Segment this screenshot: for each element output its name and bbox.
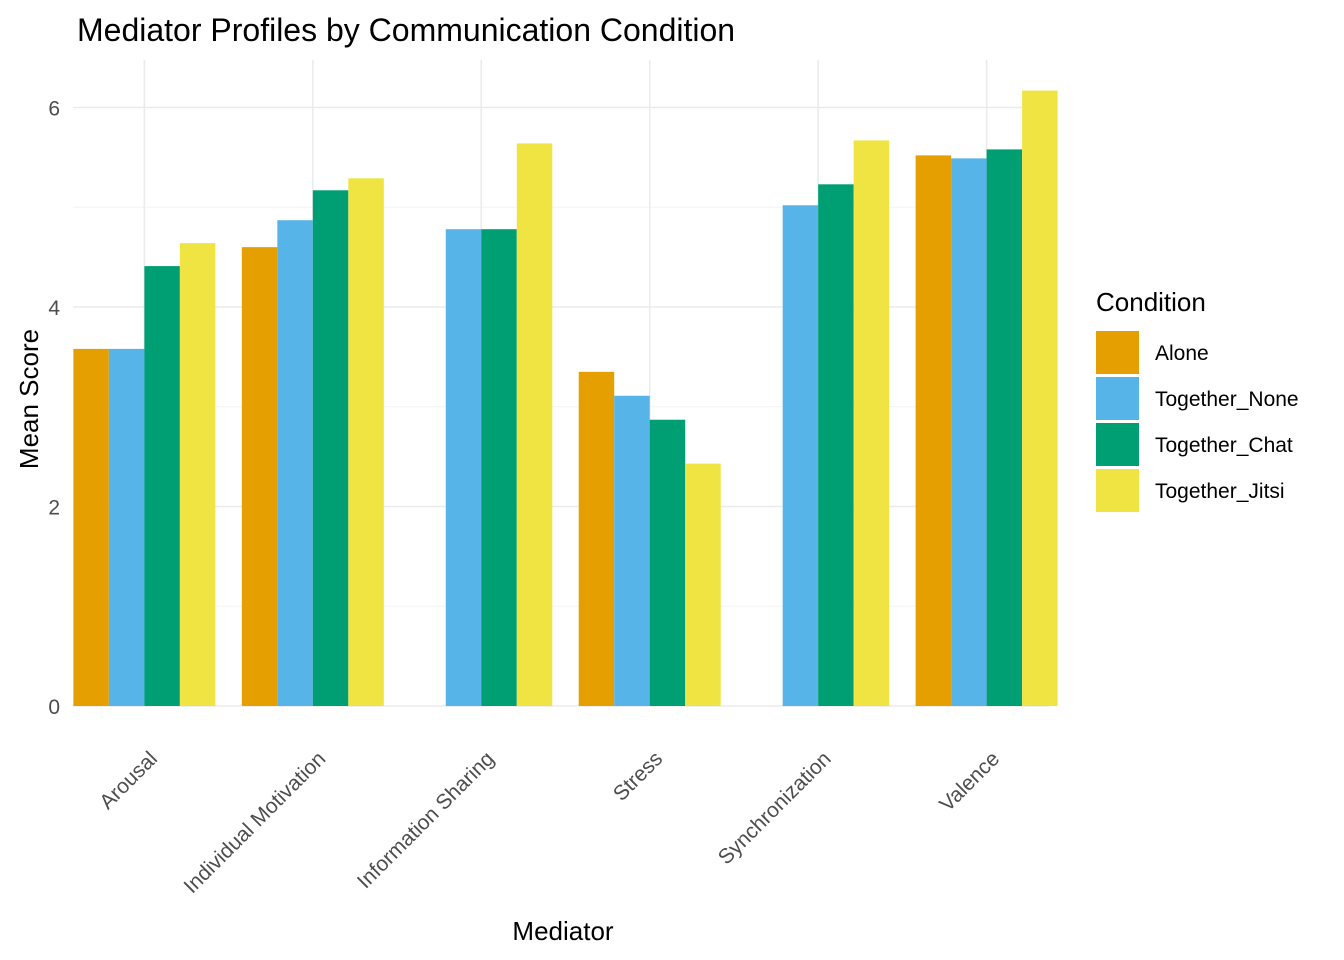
legend-label: Together_Chat: [1155, 434, 1293, 457]
bar: [179, 243, 216, 706]
bar: [578, 371, 615, 706]
bar: [951, 158, 987, 706]
x-axis-title: Mediator: [512, 916, 613, 946]
plot-panel: [73, 60, 1058, 707]
legend-label: Together_Jitsi: [1155, 480, 1285, 503]
bar: [348, 178, 384, 706]
y-axis: 0 2 4 6: [48, 98, 60, 720]
bars: [73, 90, 1058, 707]
legend-key: [1096, 469, 1139, 512]
bar: [481, 229, 517, 706]
bar: [73, 348, 109, 706]
x-tick-label: Individual Motivation: [180, 747, 331, 898]
legend: Condition Alone Together_None Together_Cha…: [1096, 287, 1299, 512]
legend-title: Condition: [1096, 287, 1206, 317]
chart-title: Mediator Profiles by Communication Condi…: [77, 12, 735, 48]
bar: [445, 229, 482, 706]
bar: [108, 348, 145, 706]
bar: [853, 140, 890, 707]
x-tick-label: Arousal: [95, 747, 162, 814]
legend-label: Alone: [1155, 342, 1209, 365]
bar: [782, 205, 819, 706]
x-tick-label: Valence: [935, 747, 1004, 816]
x-tick-label: Stress: [609, 747, 667, 805]
y-axis-title: Mean Score: [14, 329, 44, 469]
bar: [144, 266, 180, 706]
bar: [614, 395, 650, 706]
x-axis: Arousal Individual Motivation Information …: [95, 747, 1004, 898]
bar: [915, 155, 952, 706]
bar: [241, 247, 278, 706]
y-tick-label: 6: [48, 98, 60, 121]
bar: [277, 220, 313, 706]
bar: [1022, 90, 1058, 707]
x-tick-label: Synchronization: [714, 747, 836, 869]
legend-key: [1096, 377, 1139, 420]
bar: [986, 149, 1023, 706]
bar: [516, 143, 553, 706]
x-tick-label: Information Sharing: [353, 747, 499, 893]
grid-lines: [73, 60, 1050, 707]
bar: [685, 463, 721, 706]
legend-key: [1096, 331, 1139, 374]
y-tick-label: 2: [48, 497, 60, 520]
y-tick-label: 4: [48, 297, 60, 320]
bar: [649, 419, 686, 706]
bar: [312, 190, 349, 707]
legend-key: [1096, 423, 1139, 466]
legend-label: Together_None: [1155, 388, 1299, 411]
y-tick-label: 0: [48, 696, 60, 719]
bar: [818, 184, 854, 706]
